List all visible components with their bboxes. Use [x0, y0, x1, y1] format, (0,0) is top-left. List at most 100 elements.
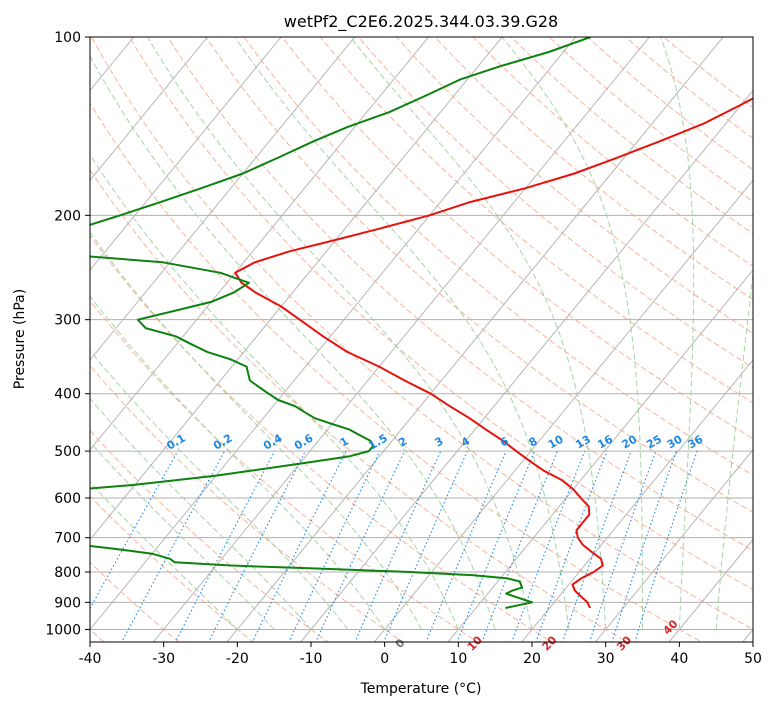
x-tick-label: 10	[449, 651, 467, 667]
mixing-ratio-label: 2	[396, 435, 409, 450]
x-tick-label: 40	[670, 651, 688, 667]
mixing-ratio-line	[561, 450, 632, 642]
mixing-ratio-label: 6	[498, 434, 511, 449]
mixing-ratio-label: 13	[573, 433, 593, 452]
moist-adiabat-line	[90, 397, 312, 630]
x-tick-label: 30	[597, 651, 615, 667]
mixing-ratio-line	[456, 450, 536, 642]
dry-adiabat-line	[90, 429, 329, 642]
sounding-profiles	[90, 37, 753, 609]
isotherm-line	[90, 37, 282, 271]
isotherm-line	[90, 37, 356, 361]
dry-adiabat-line	[90, 37, 753, 630]
isotherm-line	[594, 449, 753, 642]
mixing-ratio-line	[251, 450, 347, 642]
isotherm-line	[90, 37, 209, 181]
moist-adiabat-line	[234, 37, 570, 630]
temperature-line	[234, 97, 753, 609]
moist-adiabat-line	[90, 295, 386, 630]
dry-adiabat-line	[90, 168, 628, 642]
moist-adiabat-line	[660, 37, 695, 630]
mixing-ratio-line	[121, 450, 226, 642]
y-tick-label: 800	[54, 565, 81, 581]
x-tick-label: 50	[744, 651, 762, 667]
dry-adiabat-line	[90, 102, 703, 642]
isotherm-line	[90, 37, 577, 631]
isotherm-line	[300, 89, 753, 642]
dry-adiabat-line	[90, 561, 180, 642]
mixing-ratio-label: 1	[338, 435, 351, 450]
mixing-ratio-label: 16	[595, 432, 615, 451]
dry-adiabat-line	[90, 299, 479, 642]
mixing-ratio-line	[288, 450, 381, 642]
x-tick-label: -10	[300, 651, 323, 667]
dry-adiabat-line	[624, 37, 753, 139]
dry-adiabat-line	[167, 37, 753, 552]
isotherm-line	[90, 37, 430, 451]
moist-adiabat-line	[90, 55, 496, 630]
axis-ticks: -40 -30 -20 -10 0 10 20 30 40 5010020030040050060…	[45, 30, 762, 667]
mixing-ratio-label: 3	[432, 435, 445, 450]
dewpoint-line	[90, 37, 591, 609]
dry-adiabat-line	[128, 37, 753, 591]
dry-adiabat-label: 20	[540, 633, 560, 653]
moist-adiabat-line	[90, 231, 422, 630]
mixing-ratio-label: 10	[546, 432, 566, 451]
mixing-ratio-label: 30	[665, 432, 685, 451]
moist-adiabat-line	[715, 270, 753, 630]
y-tick-label: 700	[54, 531, 81, 547]
mixing-ratio-line	[611, 450, 677, 642]
x-axis-label: Temperature (°C)	[360, 681, 482, 697]
mixing-ratio-line	[511, 450, 586, 642]
mixing-ratio-line	[315, 450, 406, 642]
moist-adiabat-line	[90, 153, 459, 630]
mixing-ratio-line	[174, 450, 276, 642]
isotherm-line	[447, 269, 753, 642]
mixing-ratio-line	[589, 450, 657, 642]
x-tick-label: 0	[380, 651, 389, 667]
plot-frame	[89, 36, 754, 643]
chart-title: wetPf2_C2E6.2025.344.03.39.G28	[284, 12, 558, 32]
moist-adiabat-line	[90, 441, 275, 630]
y-tick-label: 200	[54, 208, 81, 224]
y-tick-label: 900	[54, 595, 81, 611]
isotherm-line	[152, 37, 651, 642]
isotherm-line	[668, 538, 753, 642]
mixing-ratio-label: 0.6	[292, 431, 316, 452]
x-tick-label: -20	[226, 651, 249, 667]
x-tick-label: -40	[79, 651, 102, 667]
mixing-ratio-label: 0.4	[261, 431, 285, 452]
moist-adiabat-line	[90, 349, 349, 630]
y-tick-label: 100	[54, 30, 81, 46]
mixing-ratio-label: 20	[620, 432, 640, 451]
isotherm-line	[0, 10, 9, 654]
mixing-ratio-line	[354, 450, 442, 642]
dry-adiabat-line	[90, 364, 404, 642]
dry-adiabat-line	[319, 37, 753, 404]
y-tick-label: 400	[54, 387, 81, 403]
moist-adiabat-line	[349, 37, 607, 630]
background-grid	[0, 10, 753, 654]
dry-adiabat-label: 30	[614, 633, 634, 653]
dry-adiabat-line	[357, 37, 753, 369]
isotherm-line	[226, 37, 724, 642]
mixing-ratio-label: 25	[644, 433, 664, 452]
mixing-ratio-line	[383, 450, 468, 642]
dry-adiabat-label: 0	[393, 636, 408, 651]
moist-adiabat-line	[147, 37, 533, 630]
dry-adiabat-line	[472, 37, 753, 267]
isotherm-line	[90, 37, 503, 541]
mixing-ratio-label: 8	[526, 435, 539, 450]
y-tick-label: 1000	[45, 622, 81, 638]
x-tick-label: 20	[523, 651, 541, 667]
mixing-ratio-label: 4	[459, 434, 472, 449]
mixing-ratio-line	[208, 450, 306, 642]
dry-adiabat-label: 10	[465, 633, 485, 653]
dry-adiabat-line	[395, 37, 753, 334]
dry-adiabat-line	[90, 495, 255, 642]
y-axis-label: Pressure (hPa)	[12, 289, 28, 389]
y-tick-label: 500	[54, 444, 81, 460]
moist-adiabat-line	[501, 37, 643, 630]
y-tick-label: 300	[54, 313, 81, 329]
